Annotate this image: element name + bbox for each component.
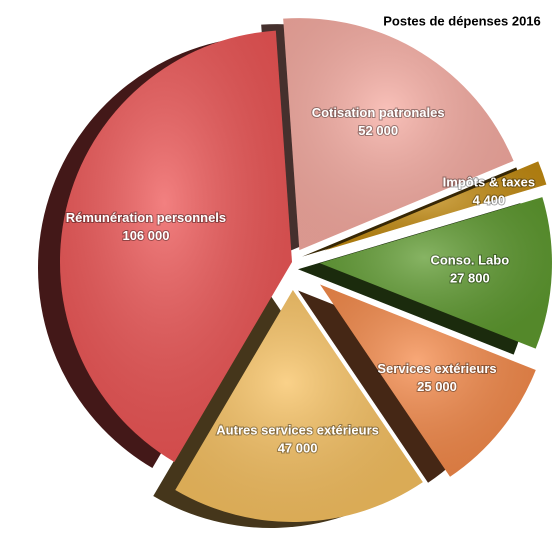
slice-value: 25 000 bbox=[417, 379, 457, 394]
slice-label: Impôts & taxes bbox=[443, 174, 535, 189]
slice-label: Autres services extérieurs bbox=[216, 422, 379, 437]
slice-value: 47 000 bbox=[278, 440, 318, 455]
slice-shine bbox=[175, 289, 423, 522]
slice-label: Conso. Labo bbox=[430, 252, 509, 267]
slice-label: Services extérieurs bbox=[377, 361, 496, 376]
slice-label: Cotisation patronales bbox=[312, 105, 445, 120]
chart-title: Postes de dépenses 2016 bbox=[383, 13, 541, 28]
slice-shine bbox=[324, 161, 547, 251]
slice-shine bbox=[320, 284, 536, 477]
slice-shine bbox=[283, 18, 514, 251]
slice-value: 27 800 bbox=[450, 270, 490, 285]
slice-label: Rémunération personnels bbox=[66, 210, 226, 225]
slice-shine bbox=[60, 30, 293, 462]
slice-shine bbox=[319, 197, 552, 349]
slice-value: 4 400 bbox=[473, 192, 506, 207]
slice-side bbox=[302, 167, 525, 257]
slice-value: 52 000 bbox=[358, 123, 398, 138]
slice-value: 106 000 bbox=[122, 228, 169, 243]
